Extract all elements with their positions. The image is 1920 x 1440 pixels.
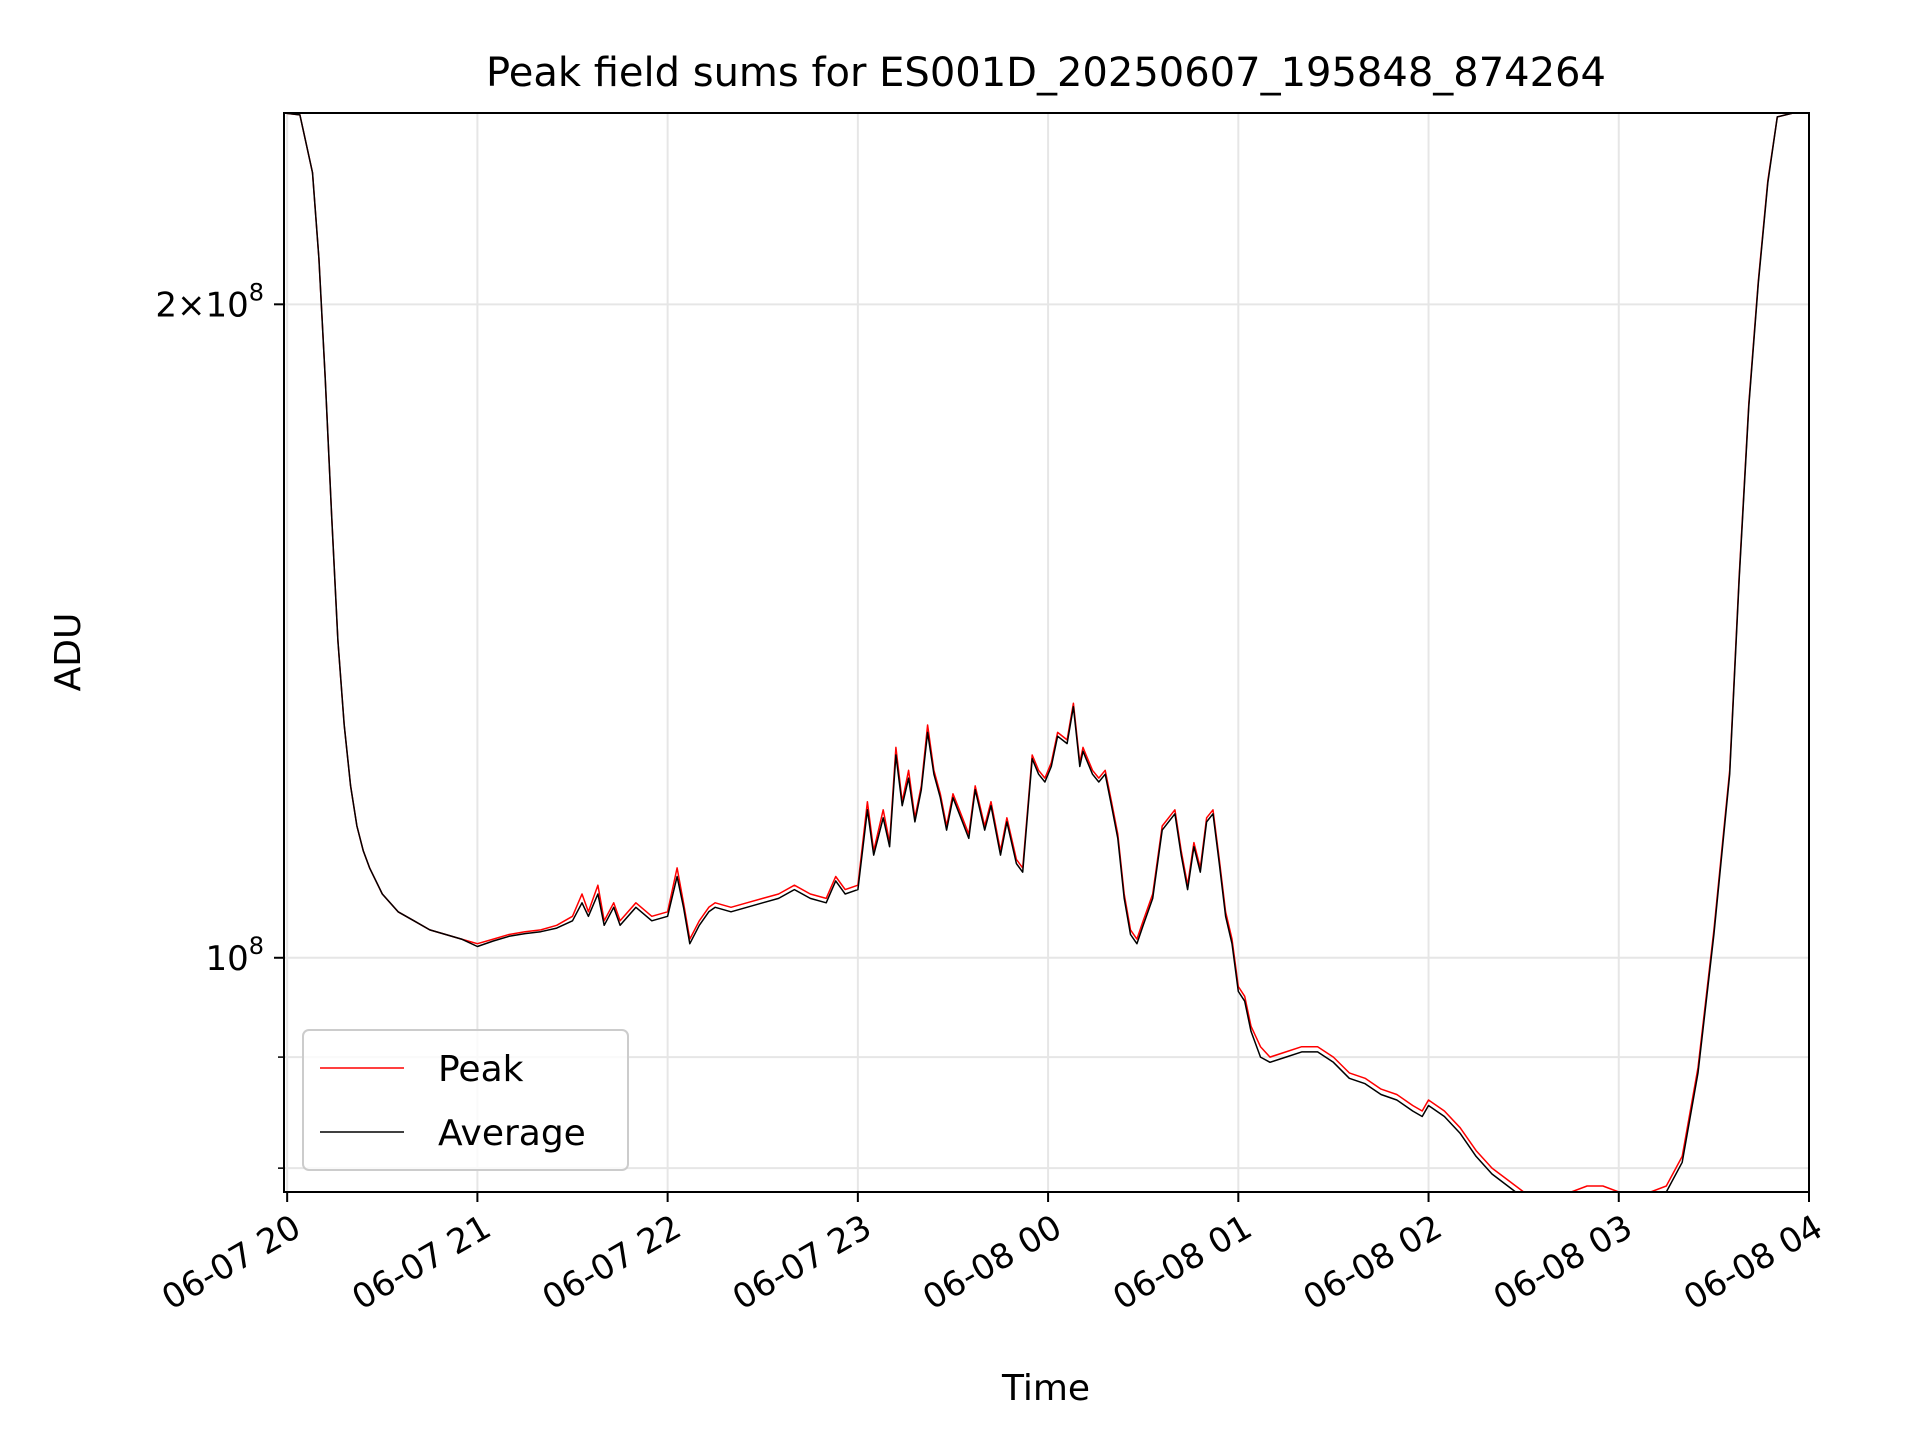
legend: Peak Average <box>302 1029 629 1171</box>
y-tick-label: 108 <box>205 932 264 979</box>
legend-box <box>302 1029 629 1171</box>
y-axis-label: ADU <box>48 613 89 692</box>
series-layer <box>284 113 1794 1192</box>
legend-peak-label: Peak <box>438 1049 524 1090</box>
legend-average-label: Average <box>438 1113 586 1154</box>
y-tick-label: 2×108 <box>155 278 264 325</box>
y-axis-ticks: 108 2×108 <box>155 278 284 1169</box>
series-average-line <box>284 113 1794 1192</box>
chart-title: Peak field sums for ES001D_20250607_1958… <box>486 50 1606 96</box>
x-axis-label: Time <box>1001 1368 1090 1409</box>
plot-frame <box>283 112 1810 1193</box>
